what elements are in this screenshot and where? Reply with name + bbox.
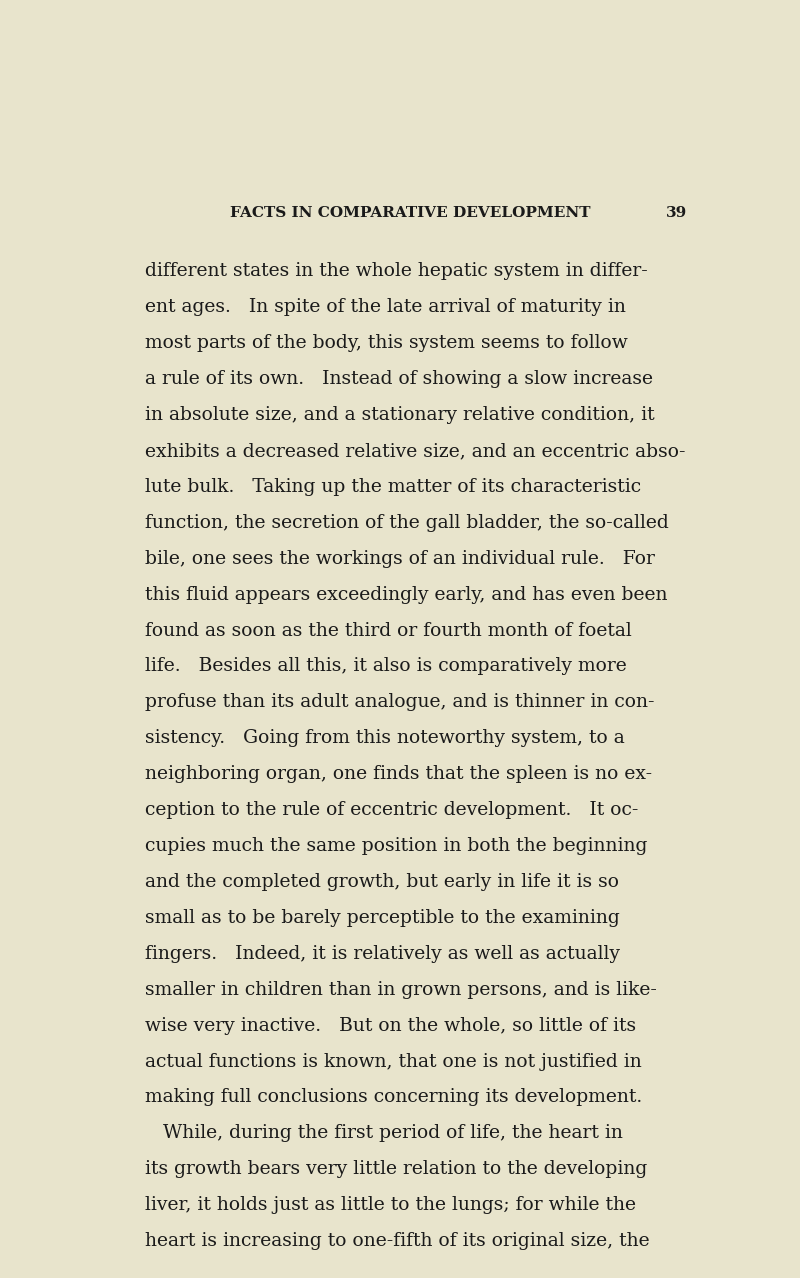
Text: in absolute size, and a stationary relative condition, it: in absolute size, and a stationary relat… [145,406,654,424]
Text: wise very inactive.   But on the whole, so little of its: wise very inactive. But on the whole, so… [145,1017,636,1035]
Text: different states in the whole hepatic system in differ-: different states in the whole hepatic sy… [145,262,647,280]
Text: sistency.   Going from this noteworthy system, to a: sistency. Going from this noteworthy sys… [145,730,624,748]
Text: fingers.   Indeed, it is relatively as well as actually: fingers. Indeed, it is relatively as wel… [145,944,620,962]
Text: profuse than its adult analogue, and is thinner in con-: profuse than its adult analogue, and is … [145,694,654,712]
Text: making full conclusions concerning its development.: making full conclusions concerning its d… [145,1089,642,1107]
Text: and the completed growth, but early in life it is so: and the completed growth, but early in l… [145,873,618,891]
Text: small as to be barely perceptible to the examining: small as to be barely perceptible to the… [145,909,619,927]
Text: heart is increasing to one-fifth of its original size, the: heart is increasing to one-fifth of its … [145,1232,650,1250]
Text: liver, it holds just as little to the lungs; for while the: liver, it holds just as little to the lu… [145,1196,636,1214]
Text: cupies much the same position in both the beginning: cupies much the same position in both th… [145,837,647,855]
Text: ent ages.   In spite of the late arrival of maturity in: ent ages. In spite of the late arrival o… [145,298,626,316]
Text: found as soon as the third or fourth month of foetal: found as soon as the third or fourth mon… [145,621,631,639]
Text: actual functions is known, that one is not justified in: actual functions is known, that one is n… [145,1053,642,1071]
Text: a rule of its own.   Instead of showing a slow increase: a rule of its own. Instead of showing a … [145,371,653,389]
Text: ception to the rule of eccentric development.   It oc-: ception to the rule of eccentric develop… [145,801,638,819]
Text: life.   Besides all this, it also is comparatively more: life. Besides all this, it also is compa… [145,657,626,676]
Text: exhibits a decreased relative size, and an eccentric abso-: exhibits a decreased relative size, and … [145,442,685,460]
Text: FACTS IN COMPARATIVE DEVELOPMENT: FACTS IN COMPARATIVE DEVELOPMENT [230,206,590,220]
Text: most parts of the body, this system seems to follow: most parts of the body, this system seem… [145,335,627,353]
Text: lute bulk.   Taking up the matter of its characteristic: lute bulk. Taking up the matter of its c… [145,478,641,496]
Text: While, during the first period of life, the heart in: While, during the first period of life, … [145,1125,622,1143]
Text: function, the secretion of the gall bladder, the so-called: function, the secretion of the gall blad… [145,514,668,532]
Text: its growth bears very little relation to the developing: its growth bears very little relation to… [145,1160,647,1178]
Text: 39: 39 [666,206,686,220]
Text: this fluid appears exceedingly early, and has even been: this fluid appears exceedingly early, an… [145,585,667,603]
Text: smaller in children than in grown persons, and is like-: smaller in children than in grown person… [145,980,657,998]
Text: neighboring organ, one finds that the spleen is no ex-: neighboring organ, one finds that the sp… [145,766,652,783]
Text: bile, one sees the workings of an individual rule.   For: bile, one sees the workings of an indivi… [145,550,654,567]
